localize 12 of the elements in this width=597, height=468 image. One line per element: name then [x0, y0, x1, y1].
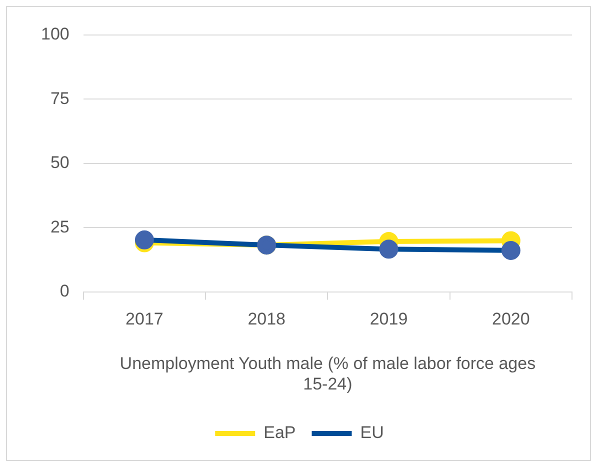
legend-label: EU [360, 423, 384, 442]
x-tick-label: 2017 [126, 310, 164, 329]
y-tick-label: 0 [60, 281, 70, 300]
x-axis-title: Unemployment Youth male (% of male labor force ages 15-24) [120, 354, 536, 394]
legend-label: EaP [264, 423, 296, 442]
x-tick-label: 2019 [370, 310, 408, 329]
x-tick-label: 2020 [492, 310, 530, 329]
x-tick-label: 2018 [248, 310, 286, 329]
y-tick-label: 100 [40, 24, 70, 44]
y-tick-label: 50 [50, 153, 70, 172]
y-tick-label: 75 [50, 88, 70, 108]
y-tick-label: 25 [50, 217, 70, 236]
